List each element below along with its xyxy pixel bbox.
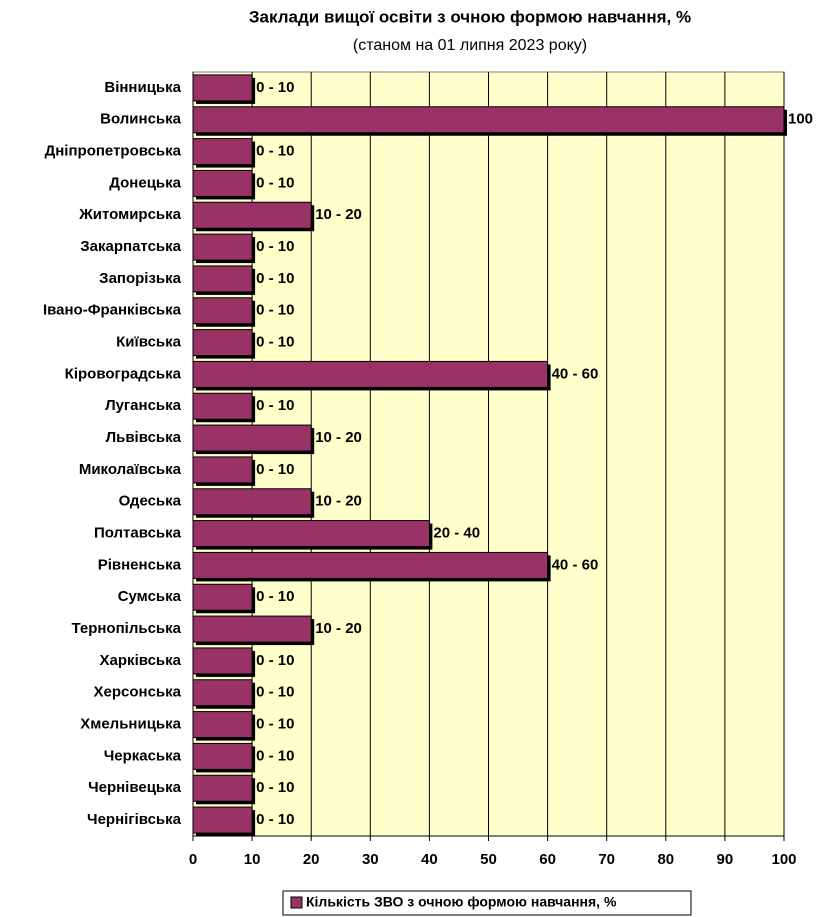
data-label: 10 - 20	[315, 206, 362, 223]
y-tick-label: Львівська	[106, 429, 182, 446]
bar	[192, 424, 312, 452]
chart-title: Заклади вищої освіти з очною формою навч…	[249, 7, 691, 26]
bar	[192, 742, 253, 770]
y-tick-label: Івано-Франківська	[43, 302, 182, 319]
bar	[192, 106, 785, 134]
y-tick-label: Київська	[116, 334, 182, 351]
bar	[192, 297, 253, 325]
x-tick-label: 100	[771, 851, 796, 868]
chart-subtitle: (станом на 01 липня 2023 року)	[353, 37, 587, 54]
bar	[192, 711, 253, 739]
bar	[192, 583, 253, 611]
bar	[192, 138, 253, 166]
x-tick-label: 60	[539, 851, 556, 868]
bar	[192, 551, 549, 579]
y-tick-label: Сумська	[118, 588, 182, 605]
data-label: 40 - 60	[552, 556, 599, 573]
data-label: 0 - 10	[256, 588, 294, 605]
x-tick-label: 80	[657, 851, 674, 868]
data-label: 0 - 10	[256, 174, 294, 191]
bar	[192, 233, 253, 261]
x-tick-label: 0	[189, 851, 197, 868]
bar	[192, 679, 253, 707]
y-tick-label: Херсонська	[94, 684, 182, 701]
bar	[192, 329, 253, 357]
data-label: 0 - 10	[256, 779, 294, 796]
data-label: 0 - 10	[256, 302, 294, 319]
bar	[192, 360, 549, 388]
data-label: 0 - 10	[256, 747, 294, 764]
y-tick-label: Хмельницька	[80, 716, 181, 733]
data-label: 10 - 20	[315, 429, 362, 446]
bar	[192, 488, 312, 516]
y-tick-label: Вінницька	[104, 79, 181, 96]
data-label: 0 - 10	[256, 79, 294, 96]
data-label: 10 - 20	[315, 620, 362, 637]
bar	[192, 520, 430, 548]
bar	[192, 647, 253, 675]
bar	[192, 265, 253, 293]
y-tick-label: Волинська	[100, 111, 182, 128]
y-tick-label: Тернопільська	[71, 620, 181, 637]
y-tick-label: Рівненська	[98, 556, 182, 573]
y-tick-label: Дніпропетровська	[45, 143, 182, 160]
y-tick-label: Полтавська	[94, 525, 182, 542]
bar	[192, 74, 253, 102]
data-label: 0 - 10	[256, 334, 294, 351]
legend-swatch	[290, 896, 303, 909]
bar	[192, 201, 312, 229]
x-tick-label: 20	[303, 851, 320, 868]
legend-label: Кількість ЗВО з очною формою навчання, %	[306, 894, 617, 910]
data-label: 10 - 20	[315, 493, 362, 510]
data-label: 0 - 10	[256, 461, 294, 478]
data-label: 40 - 60	[552, 365, 599, 382]
x-tick-label: 90	[717, 851, 734, 868]
bar	[192, 392, 253, 420]
data-label: 0 - 10	[256, 716, 294, 733]
y-tick-label: Чернігівська	[87, 811, 182, 828]
data-label: 0 - 10	[256, 270, 294, 287]
y-tick-label: Миколаївська	[79, 461, 182, 478]
data-label: 0 - 10	[256, 238, 294, 255]
x-tick-label: 50	[480, 851, 497, 868]
data-label: 0 - 10	[256, 143, 294, 160]
x-tick-label: 30	[362, 851, 379, 868]
y-tick-label: Житомирська	[78, 206, 181, 223]
x-tick-label: 40	[421, 851, 438, 868]
data-label: 0 - 10	[256, 397, 294, 414]
x-tick-label: 70	[598, 851, 615, 868]
y-tick-label: Луганська	[105, 397, 182, 414]
bar	[192, 169, 253, 197]
data-label: 100	[788, 111, 813, 128]
y-tick-label: Запорізька	[99, 270, 181, 287]
bar	[192, 615, 312, 643]
x-tick-label: 10	[244, 851, 261, 868]
bar	[192, 806, 253, 834]
y-tick-label: Донецька	[109, 174, 181, 191]
data-label: 20 - 40	[433, 525, 480, 542]
y-tick-label: Чернівецька	[88, 779, 182, 796]
y-tick-label: Харківська	[100, 652, 182, 669]
y-tick-label: Закарпатська	[80, 238, 181, 255]
bar	[192, 774, 253, 802]
data-label: 0 - 10	[256, 811, 294, 828]
y-tick-label: Кіровоградська	[65, 365, 182, 382]
y-tick-label: Одеська	[119, 493, 182, 510]
bar	[192, 456, 253, 484]
data-label: 0 - 10	[256, 684, 294, 701]
legend-box	[282, 890, 692, 916]
data-label: 0 - 10	[256, 652, 294, 669]
y-tick-label: Черкаська	[104, 747, 182, 764]
